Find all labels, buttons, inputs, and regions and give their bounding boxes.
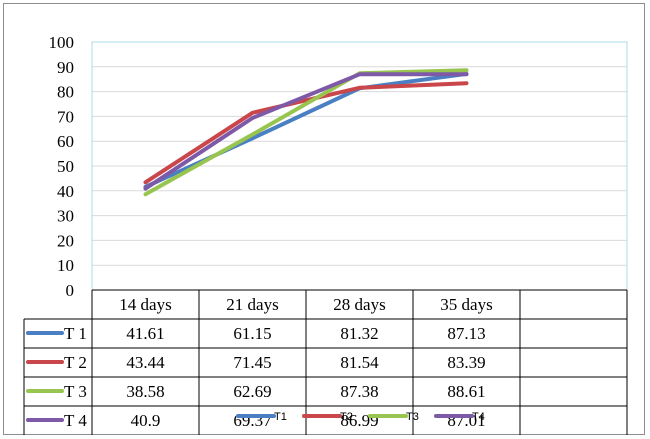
data-label: 88.61	[447, 382, 485, 401]
y-tick-label: 50	[57, 157, 74, 176]
series-line-t1	[143, 71, 469, 189]
data-label: 62.69	[233, 382, 271, 401]
table-series-name: T 2	[64, 353, 87, 372]
series-line-t2	[143, 81, 469, 185]
y-tick-label: 70	[57, 107, 74, 126]
table-series-name: T 1	[64, 324, 87, 343]
y-tick-label: 100	[49, 33, 75, 52]
y-tick-label: 40	[57, 182, 74, 201]
y-tick-label: 0	[66, 281, 75, 300]
legend-label: T4	[472, 411, 485, 423]
data-label: 71.45	[233, 353, 271, 372]
y-tick-label: 10	[57, 256, 74, 275]
y-tick-label: 80	[57, 83, 74, 102]
data-label: 69.37	[233, 411, 272, 430]
chart-frame	[3, 3, 645, 435]
data-label: 81.54	[340, 353, 379, 372]
data-label: 41.61	[126, 324, 164, 343]
table-series-name: T 4	[64, 411, 87, 430]
data-label: 83.39	[447, 353, 485, 372]
legend-label: T1	[274, 411, 287, 423]
series-line-t3	[143, 68, 469, 197]
data-label: 40.9	[131, 411, 161, 430]
legend-label: T2	[340, 411, 353, 423]
data-label: 87.13	[447, 324, 485, 343]
legend-label: T3	[406, 411, 419, 423]
y-tick-label: 60	[57, 132, 74, 151]
y-tick-label: 20	[57, 231, 74, 250]
data-label: 43.44	[126, 353, 165, 372]
y-tick-label: 90	[57, 58, 74, 77]
x-tick-label: 35 days	[440, 295, 492, 314]
table-series-name: T 3	[64, 382, 87, 401]
data-label: 81.32	[340, 324, 378, 343]
x-tick-label: 14 days	[119, 295, 171, 314]
series-line-t4	[143, 72, 469, 191]
x-tick-label: 28 days	[333, 295, 385, 314]
x-tick-label: 21 days	[226, 295, 278, 314]
data-label: 38.58	[126, 382, 164, 401]
y-tick-label: 30	[57, 207, 74, 226]
data-label: 61.15	[233, 324, 271, 343]
data-label: 87.38	[340, 382, 378, 401]
